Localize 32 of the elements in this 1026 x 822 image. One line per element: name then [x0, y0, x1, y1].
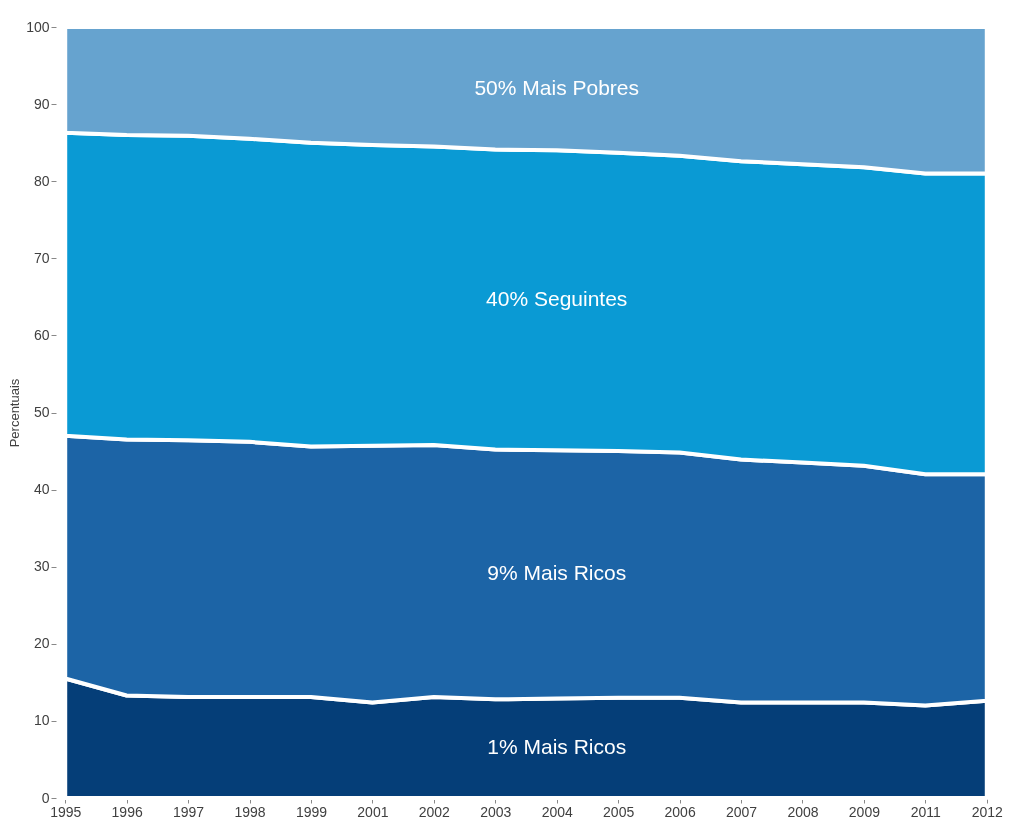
- x-tick-label: 1995: [50, 803, 82, 820]
- x-tick-label: 2001: [357, 803, 389, 820]
- y-tick-label: 40: [33, 481, 50, 498]
- x-tick-label: 1998: [234, 803, 266, 820]
- x-tick-label: 2011: [910, 803, 942, 820]
- y-tick-label: 90: [33, 95, 50, 112]
- series-label: 50% Mais Pobres: [474, 75, 640, 99]
- series-label: 1% Mais Ricos: [487, 735, 627, 759]
- y-tick-label: 70: [33, 249, 50, 266]
- x-tick-label: 2006: [664, 803, 696, 820]
- x-tick-label: 2003: [480, 803, 512, 820]
- y-tick-label: 10: [33, 712, 50, 729]
- x-tick-label: 2005: [603, 803, 635, 820]
- x-tick-label: 2004: [541, 803, 573, 820]
- series-label: 40% Seguintes: [486, 287, 628, 311]
- y-tick-label: 50: [33, 404, 50, 420]
- y-tick-label: 60: [33, 326, 50, 343]
- x-tick-label: 2002: [418, 803, 451, 820]
- x-tick-label: 1997: [173, 803, 205, 820]
- x-tick-label: 2008: [787, 803, 819, 820]
- y-axis-title: Percentuais: [7, 378, 23, 448]
- y-tick-label: 80: [33, 172, 50, 189]
- x-tick-label: 1999: [295, 803, 328, 820]
- y-tick-label: 30: [33, 558, 50, 575]
- x-tick-label: 2007: [725, 803, 758, 820]
- x-tick-label: 2012: [971, 803, 1004, 820]
- y-tick-label: 100: [26, 18, 50, 35]
- y-tick-label: 0: [41, 789, 50, 806]
- y-tick-label: 20: [33, 635, 50, 652]
- series-label: 9% Mais Ricos: [487, 561, 627, 585]
- x-tick-label: 1996: [111, 803, 143, 820]
- x-tick-label: 2009: [848, 803, 881, 820]
